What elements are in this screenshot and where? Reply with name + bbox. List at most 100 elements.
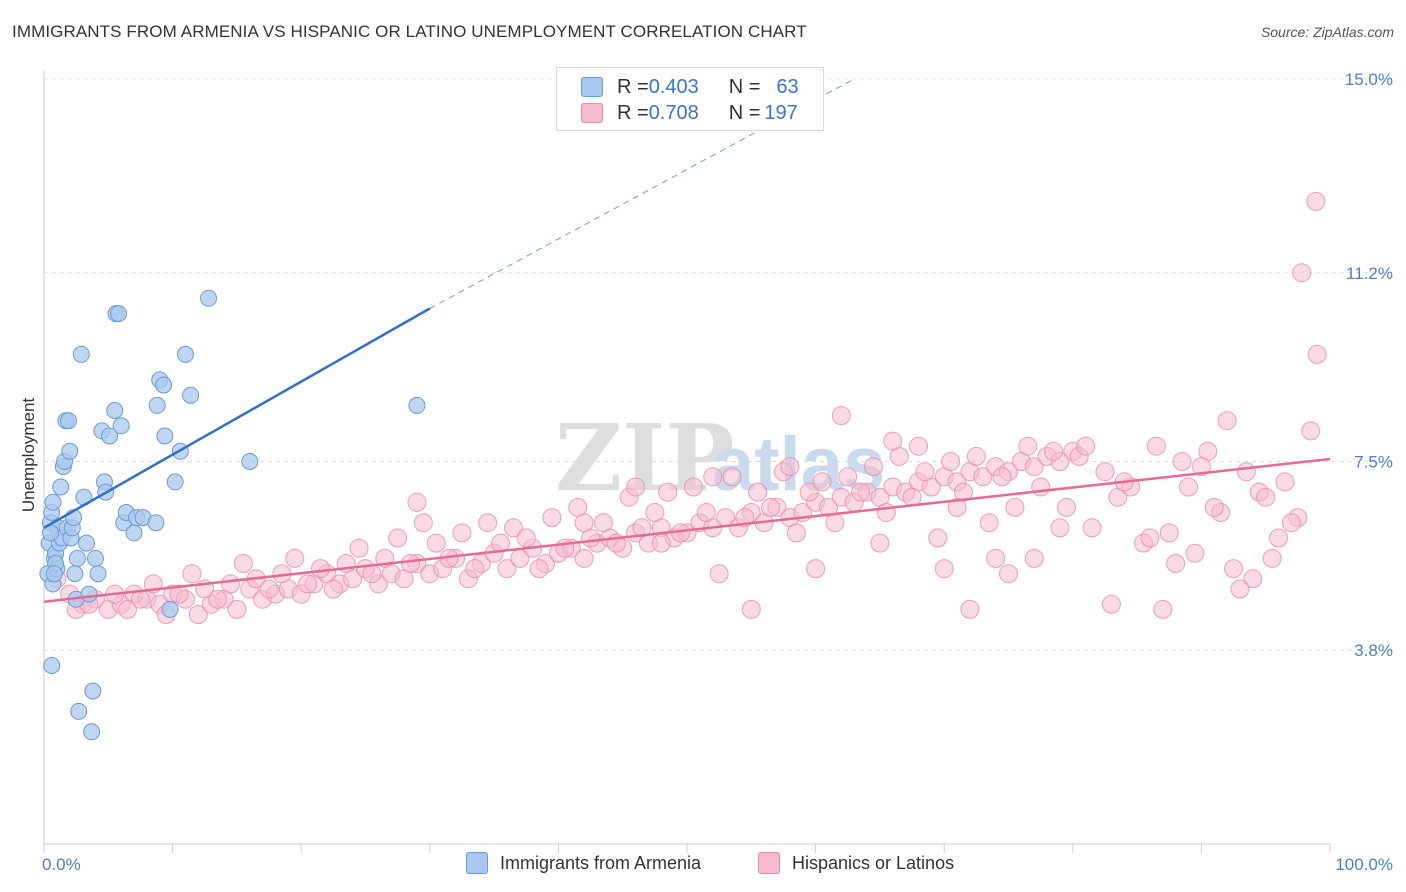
trend-line-armenia [43,307,431,529]
data-point-hispanics [658,482,678,502]
data-point-armenia [80,585,98,603]
data-point-hispanics [452,523,472,543]
data-point-hispanics [1275,472,1295,492]
legend-row-armenia: R = 0.403 N = 63 [581,74,799,100]
data-point-armenia [125,524,143,542]
data-point-hispanics [831,406,851,426]
data-point-hispanics [960,599,980,619]
data-point-armenia [52,478,70,496]
data-point-hispanics [761,497,781,517]
data-point-hispanics [908,436,928,456]
data-point-hispanics [1082,518,1102,538]
data-point-armenia [86,549,104,567]
data-point-hispanics [1306,191,1326,211]
data-point-hispanics [786,523,806,543]
data-point-hispanics [1005,497,1025,517]
legend-r-value: 0.708 [648,101,699,124]
chart-title: IMMIGRANTS FROM ARMENIA VS HISPANIC OR L… [12,22,807,41]
y-axis-label: Unemployment [19,398,38,513]
data-point-armenia [106,402,124,419]
data-point-hispanics [1101,594,1121,614]
data-point-hispanics [227,599,247,619]
data-point-hispanics [529,559,549,579]
data-point-hispanics [883,431,903,451]
data-point-armenia [166,473,184,491]
data-point-armenia [101,427,119,445]
data-point-hispanics [1256,487,1276,507]
series-armenia-points [39,289,426,741]
data-point-armenia [83,723,101,741]
data-point-hispanics [574,548,594,568]
data-point-hispanics [1236,462,1256,482]
data-point-hispanics [735,508,755,528]
data-point-hispanics [876,503,896,522]
data-point-hispanics [1095,462,1115,482]
data-point-hispanics [979,513,999,533]
data-point-hispanics [1076,436,1096,456]
data-point-hispanics [1146,436,1166,456]
y-tick-label: 11.2% [1346,264,1393,283]
data-point-hispanics [362,564,382,584]
data-point-armenia [89,565,107,583]
data-point-armenia [148,396,166,414]
data-point-armenia [176,345,194,363]
legend-r-value: 0.403 [648,75,699,98]
data-point-hispanics [259,579,279,599]
data-point-hispanics [683,477,703,497]
data-point-armenia [408,396,426,414]
legend-row-hispanics: R = 0.708 N = 197 [581,100,798,126]
data-point-hispanics [947,497,967,517]
data-point-armenia [156,427,174,445]
legend-item-armenia: Immigrants from Armenia [466,852,701,874]
data-point-armenia [44,493,62,511]
data-point-hispanics [806,559,826,579]
data-point-hispanics [722,467,742,487]
data-point-hispanics [1307,344,1327,364]
data-point-hispanics [478,513,498,533]
data-point-hispanics [986,548,1006,568]
data-point-hispanics [516,528,536,548]
data-point-hispanics [1172,452,1192,471]
data-point-armenia [66,565,84,583]
data-point-hispanics [1153,599,1173,619]
data-point-hispanics [780,457,800,477]
data-point-hispanics [233,554,253,573]
data-point-hispanics [298,574,318,594]
x-tick-label: 0.0% [42,855,81,874]
data-point-hispanics [1262,548,1282,568]
data-point-hispanics [401,554,421,573]
data-point-hispanics [812,472,832,492]
data-point-hispanics [182,564,202,584]
data-point-hispanics [1044,441,1064,461]
data-point-hispanics [465,559,485,579]
data-point-hispanics [593,513,613,533]
data-point-hispanics [915,462,935,482]
data-point-hispanics [497,559,517,579]
data-point-hispanics [413,513,433,533]
legend-swatch-blue [466,852,488,874]
data-point-hispanics [1243,569,1263,589]
data-point-hispanics [1217,411,1237,431]
data-point-hispanics [188,605,208,624]
data-point-hispanics [838,467,858,487]
data-point-armenia [110,305,128,323]
data-point-hispanics [1179,477,1199,497]
data-point-armenia [43,657,61,674]
data-point-hispanics [1281,513,1301,533]
data-point-hispanics [966,446,986,466]
data-point-hispanics [1031,477,1051,497]
data-point-hispanics [863,457,883,477]
data-point-hispanics [748,482,768,502]
grid-lines [44,78,1392,651]
data-point-hispanics [1292,263,1312,283]
data-point-hispanics [310,559,330,579]
data-point-hispanics [1050,518,1070,538]
data-point-hispanics [220,574,240,594]
data-point-armenia [68,549,86,567]
data-point-armenia [72,345,90,363]
series-legend: Immigrants from Armenia Hispanics or Lat… [0,852,1406,878]
data-point-hispanics [941,452,961,471]
legend-r-label: R = [617,75,649,98]
data-point-hispanics [542,508,562,528]
data-point-hispanics [1166,554,1186,573]
